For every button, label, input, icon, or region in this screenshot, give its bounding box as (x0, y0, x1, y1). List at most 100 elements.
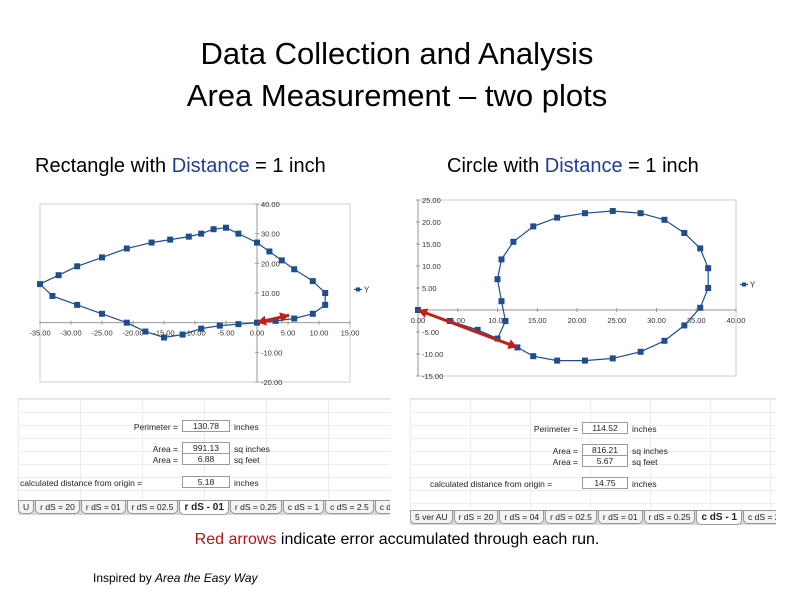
data-point (494, 276, 501, 283)
data-point (235, 321, 242, 328)
distance-value: 14.75 (582, 477, 628, 489)
data-point (161, 334, 167, 341)
data-point (167, 236, 174, 243)
sheet-tab[interactable]: 5 ver AU (410, 511, 453, 524)
x-tick-label: 5.00 (450, 316, 465, 325)
y-tick-label: 15.00 (422, 240, 441, 249)
data-point (637, 210, 644, 217)
data-point (291, 315, 298, 322)
sheet-tab[interactable]: r dS = 01 (80, 501, 126, 514)
legend-label: Y (750, 280, 756, 289)
y-tick-label: 40.00 (261, 200, 280, 209)
sheet-tab[interactable]: r dS = 01 (597, 511, 643, 524)
data-point (291, 266, 298, 273)
y-tick-label: 10.00 (261, 289, 280, 298)
data-point (637, 348, 644, 355)
right-subtitle: Circle with Distance = 1 inch (447, 155, 699, 178)
x-tick-label: -20.00 (122, 329, 143, 338)
right-subtitle-suffix: = 1 inch (622, 155, 699, 177)
data-point (474, 326, 481, 333)
error-arrow-head (257, 315, 267, 326)
data-point (498, 298, 505, 305)
area-label: Area = (552, 457, 578, 467)
x-tick-label: -25.00 (91, 329, 112, 338)
x-tick-label: 25.00 (607, 316, 626, 325)
sheet-tab[interactable]: r dS = 04 (499, 511, 545, 524)
x-tick-label: -35.00 (29, 329, 50, 338)
data-point (609, 208, 616, 214)
slide-title-line1: Data Collection and Analysis (200, 36, 594, 71)
x-tick-label: -5.00 (217, 329, 234, 338)
distance-label: calculated distance from origin = (20, 478, 143, 488)
data-point (322, 290, 329, 296)
data-point (210, 226, 217, 233)
data-point (142, 328, 149, 335)
sheet-tab[interactable]: c dS = 5 (374, 501, 390, 514)
error-arrow-head (279, 312, 290, 323)
sheet-tab[interactable]: c dS = 2.5 (325, 501, 374, 514)
x-tick-label: 10.00 (310, 329, 329, 338)
right-subtitle-keyword: Distance (544, 155, 623, 177)
area-label: Area = (152, 444, 178, 454)
data-point (74, 263, 81, 270)
data-point (74, 301, 81, 308)
left-subtitle-keyword: Distance (171, 155, 250, 177)
rectangle-path-chart: -35.00 -30.00 -25.00 -20.00 -15.00 -10.00 -5.0… (18, 188, 390, 398)
error-arrow-head (418, 308, 429, 318)
credit-source: Area the Easy Way (155, 571, 258, 585)
sheet-tab[interactable]: r dS = 02.5 (126, 501, 179, 514)
perimeter-label: Perimeter = (133, 422, 178, 432)
data-point (235, 230, 242, 237)
caption-highlight: Red arrows (194, 531, 277, 548)
sheet-tab[interactable]: c dS = 1 (282, 501, 325, 514)
right-subtitle-prefix: Circle with (447, 155, 545, 177)
x-tick-label: 20.00 (568, 316, 587, 325)
data-point (581, 210, 588, 217)
sheet-tab[interactable]: r dS = 0.25 (229, 501, 282, 514)
data-point (198, 325, 205, 332)
sheet-tab[interactable]: r dS = 20 (453, 511, 499, 524)
circle-sheet-tabs: 5 ver AU r dS = 20 r dS = 04 r dS = 02.5 r d… (410, 510, 776, 525)
credit-prefix: Inspired by (93, 571, 156, 585)
data-point (49, 292, 56, 299)
perimeter-unit: inches (632, 424, 657, 434)
sheet-tab[interactable]: r dS - 01 (179, 501, 229, 515)
sheet-tab[interactable]: r dS = 20 (35, 501, 80, 514)
x-tick-label: -15.00 (153, 329, 174, 338)
data-point (697, 245, 704, 252)
x-tick-label: 0.00 (411, 316, 426, 325)
data-point (681, 230, 688, 236)
area-value: 5.67 (582, 455, 628, 467)
left-subtitle: Rectangle with Distance = 1 inch (35, 155, 326, 178)
data-point (609, 355, 616, 362)
data-point (581, 357, 588, 364)
x-tick-label: 0.00 (250, 329, 265, 338)
perimeter-value: 114.52 (582, 422, 628, 434)
sheet-tab[interactable]: c dS = 2.5 (743, 511, 776, 524)
y-tick-label: -5.00 (422, 328, 439, 337)
x-tick-label: 40.00 (727, 316, 746, 325)
data-point (148, 239, 155, 246)
legend-marker (356, 287, 360, 292)
sheet-tab[interactable]: r dS = 02.5 (545, 511, 597, 524)
caption-text: indicate error accumulated through each … (276, 531, 600, 548)
data-point (697, 304, 704, 311)
perimeter-unit: inches (234, 422, 259, 432)
perimeter-label: Perimeter = (533, 424, 578, 434)
x-tick-label: 35.00 (687, 316, 706, 325)
data-point (185, 233, 192, 240)
x-tick-label: -30.00 (60, 329, 81, 338)
left-subtitle-prefix: Rectangle with (35, 155, 172, 177)
sheet-tab[interactable]: U (18, 501, 35, 514)
area-unit: sq inches (234, 444, 270, 454)
data-point (99, 310, 105, 317)
distance-label: calculated distance from origin = (430, 479, 553, 489)
data-point (55, 272, 62, 279)
perimeter-value: 130.78 (182, 420, 230, 432)
data-point (179, 331, 186, 338)
sheet-tab[interactable]: r dS = 0.25 (643, 511, 696, 524)
data-point (661, 337, 668, 344)
sheet-tab[interactable]: c dS - 1 (696, 511, 743, 525)
data-point (216, 322, 223, 329)
data-point (530, 223, 537, 230)
